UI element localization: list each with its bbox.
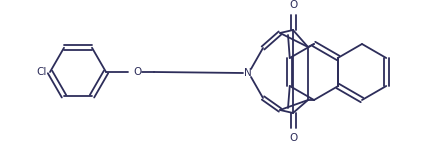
Text: O: O	[133, 67, 141, 77]
Text: O: O	[289, 133, 297, 141]
Text: N: N	[244, 68, 252, 78]
Text: O: O	[289, 0, 297, 10]
Text: Cl: Cl	[37, 67, 47, 77]
